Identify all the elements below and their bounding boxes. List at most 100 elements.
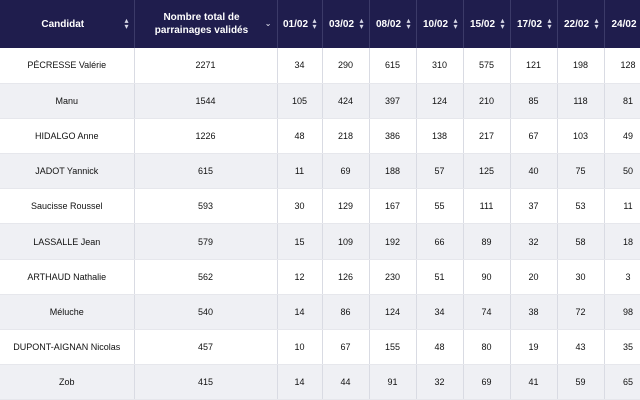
sort-icon[interactable]: ▴ ▾	[312, 16, 317, 31]
date-count-cell: 67	[510, 118, 558, 155]
table-row: JADOT Yannick 615 11 69 188 57 125 40 75 50	[0, 153, 640, 190]
date-count-cell: 103	[557, 118, 605, 155]
column-header-candidat[interactable]: Candidat ▴ ▾	[0, 0, 135, 48]
table-row: LASSALLE Jean 579 15 109 192 66 89 32 58 18	[0, 223, 640, 260]
date-count-cell: 89	[463, 223, 511, 260]
candidate-name-cell: LASSALLE Jean	[0, 223, 135, 260]
date-count-cell: 51	[416, 259, 464, 295]
total-cell: 562	[134, 259, 278, 295]
date-count-cell: 124	[416, 83, 464, 119]
date-count-cell: 48	[277, 118, 323, 155]
candidate-name-cell: Zob	[0, 364, 135, 400]
column-header-label: 22/02	[563, 18, 590, 30]
column-header-date[interactable]: 08/02 ▴ ▾	[369, 0, 417, 48]
table-row: Manu 1544 105 424 397 124 210 85 118 81	[0, 83, 640, 119]
date-count-cell: 109	[322, 223, 370, 260]
sort-icon[interactable]: ▴ ▾	[500, 16, 505, 31]
table-row: HIDALGO Anne 1226 48 218 386 138 217 67 103 49	[0, 118, 640, 155]
sort-icon[interactable]: ▴ ▾	[124, 16, 129, 31]
date-count-cell: 67	[322, 329, 370, 366]
column-header-date[interactable]: 10/02 ▴ ▾	[416, 0, 464, 48]
column-header-total[interactable]: Nombre total de parrainages validés ⌄	[134, 0, 278, 48]
table-row: Saucisse Roussel 593 30 129 167 55 111 37 53 11	[0, 188, 640, 225]
date-count-cell: 80	[463, 329, 511, 366]
total-cell: 615	[134, 153, 278, 190]
date-count-cell: 138	[416, 118, 464, 155]
table-row: Méluche 540 14 86 124 34 74 38 72 98	[0, 294, 640, 331]
table-row: DUPONT-AIGNAN Nicolas 457 10 67 155 48 80 19 43 3…	[0, 329, 640, 366]
date-count-cell: 12	[277, 259, 323, 295]
date-count-cell: 3	[604, 259, 640, 295]
date-count-cell: 124	[369, 294, 417, 331]
candidate-name-cell: Saucisse Roussel	[0, 188, 135, 225]
date-count-cell: 53	[557, 188, 605, 225]
date-count-cell: 32	[510, 223, 558, 260]
column-header-date[interactable]: 17/02 ▴ ▾	[510, 0, 558, 48]
date-count-cell: 310	[416, 48, 464, 84]
date-count-cell: 118	[557, 83, 605, 119]
chevron-down-icon[interactable]: ⌄	[264, 19, 272, 28]
column-header-label: 24/02	[611, 18, 637, 30]
column-header-date[interactable]: 22/02 ▴ ▾	[557, 0, 605, 48]
candidate-name-cell: PÉCRESSE Valérie	[0, 48, 135, 84]
date-count-cell: 121	[510, 48, 558, 84]
date-count-cell: 65	[604, 364, 640, 400]
date-count-cell: 424	[322, 83, 370, 119]
column-header-date[interactable]: 01/02 ▴ ▾	[277, 0, 323, 48]
date-count-cell: 58	[557, 223, 605, 260]
sort-icon[interactable]: ▴ ▾	[453, 16, 458, 31]
date-count-cell: 155	[369, 329, 417, 366]
date-count-cell: 75	[557, 153, 605, 190]
date-count-cell: 34	[277, 48, 323, 84]
column-header-label: 08/02	[375, 18, 402, 30]
column-header-label: 03/02	[328, 18, 355, 30]
sort-icon[interactable]: ▴ ▾	[406, 16, 411, 31]
column-header-date[interactable]: 24/02▴▾	[604, 0, 640, 48]
date-count-cell: 14	[277, 294, 323, 331]
date-count-cell: 111	[463, 188, 511, 225]
candidate-name-cell: DUPONT-AIGNAN Nicolas	[0, 329, 135, 366]
total-cell: 540	[134, 294, 278, 331]
date-count-cell: 35	[604, 329, 640, 366]
date-count-cell: 198	[557, 48, 605, 84]
total-cell: 1544	[134, 83, 278, 119]
date-count-cell: 290	[322, 48, 370, 84]
date-count-cell: 20	[510, 259, 558, 295]
date-count-cell: 72	[557, 294, 605, 331]
date-count-cell: 59	[557, 364, 605, 400]
column-header-label: Nombre total de parrainages validés	[154, 12, 249, 36]
date-count-cell: 91	[369, 364, 417, 400]
date-count-cell: 125	[463, 153, 511, 190]
sort-icon[interactable]: ▴ ▾	[594, 16, 599, 31]
date-count-cell: 49	[604, 118, 640, 155]
column-header-label: Candidat	[41, 18, 85, 30]
column-header-date[interactable]: 03/02 ▴ ▾	[322, 0, 370, 48]
sort-icon[interactable]: ▴ ▾	[359, 16, 364, 31]
date-count-cell: 41	[510, 364, 558, 400]
date-count-cell: 81	[604, 83, 640, 119]
table-row: PÉCRESSE Valérie 2271 34 290 615 310 575 121 198…	[0, 48, 640, 84]
column-header-date[interactable]: 15/02 ▴ ▾	[463, 0, 511, 48]
date-count-cell: 38	[510, 294, 558, 331]
sort-icon[interactable]: ▴ ▾	[547, 16, 552, 31]
date-count-cell: 48	[416, 329, 464, 366]
date-count-cell: 90	[463, 259, 511, 295]
date-count-cell: 615	[369, 48, 417, 84]
table-body: PÉCRESSE Valérie 2271 34 290 615 310 575 121 198…	[0, 48, 640, 400]
date-count-cell: 192	[369, 223, 417, 260]
header-row: Candidat ▴ ▾ Nombre total de parrainages va…	[0, 0, 640, 48]
date-count-cell: 218	[322, 118, 370, 155]
date-count-cell: 18	[604, 223, 640, 260]
column-header-label: 01/02	[282, 18, 309, 30]
candidate-name-cell: Méluche	[0, 294, 135, 331]
date-count-cell: 19	[510, 329, 558, 366]
total-cell: 579	[134, 223, 278, 260]
date-count-cell: 230	[369, 259, 417, 295]
date-count-cell: 69	[322, 153, 370, 190]
candidate-name-cell: ARTHAUD Nathalie	[0, 259, 135, 295]
date-count-cell: 55	[416, 188, 464, 225]
date-count-cell: 210	[463, 83, 511, 119]
date-count-cell: 11	[604, 188, 640, 225]
date-count-cell: 44	[322, 364, 370, 400]
